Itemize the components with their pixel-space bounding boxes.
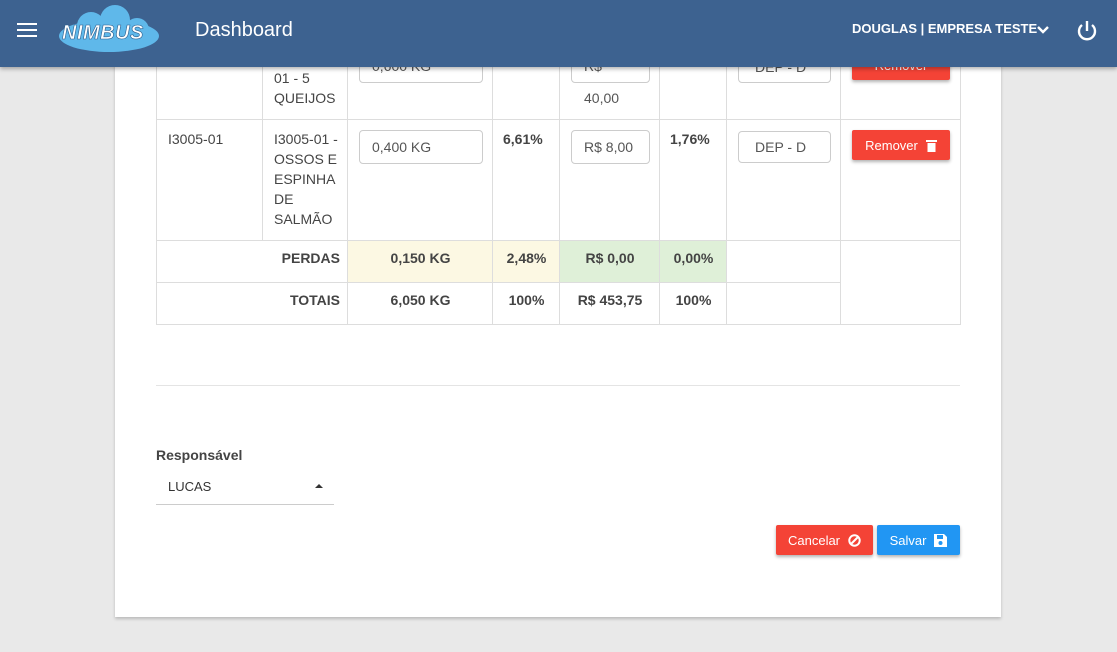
cell <box>727 241 841 283</box>
cell <box>560 120 660 241</box>
logo-text: NIMBUS <box>62 22 144 45</box>
item-code: I3005-01 <box>168 131 224 147</box>
quantity-input[interactable]: 0,400 KG <box>359 130 483 164</box>
quantity-percent: 6,61% <box>503 131 543 147</box>
totals-value-percent: 100% <box>675 292 712 308</box>
cell <box>727 40 841 120</box>
cell <box>263 40 348 120</box>
menu-button[interactable] <box>17 22 37 38</box>
totals-value: R$ 453,75 <box>577 292 643 308</box>
cell <box>841 241 961 325</box>
user-dropdown[interactable] <box>1036 25 1050 35</box>
cell <box>493 241 560 283</box>
cancel-label: Cancelar <box>787 532 841 548</box>
cell <box>660 283 727 325</box>
save-button[interactable]: Salvar <box>877 525 960 555</box>
totals-quantity-percent: 100% <box>508 292 545 308</box>
cell <box>493 40 560 120</box>
cell <box>660 120 727 241</box>
select-caret <box>315 484 323 488</box>
cell <box>560 40 660 120</box>
item-description: 01 - 5 QUEIJOS <box>274 70 336 106</box>
losses-quantity-percent: 2,48% <box>506 250 547 266</box>
remove-label: Remover <box>865 137 918 153</box>
cell <box>263 120 348 241</box>
top-bar: NIMBUS Dashboard DOUGLAS | EMPRESA TESTE <box>0 0 1117 67</box>
save-label: Salvar <box>889 532 927 548</box>
totals-quantity: 6,050 KG <box>390 292 451 308</box>
value-percent: 1,76% <box>670 131 710 147</box>
save-icon <box>934 533 948 547</box>
losses-value-percent: 0,00% <box>673 250 714 266</box>
losses-quantity: 0,150 KG <box>390 250 451 266</box>
cell <box>560 241 660 283</box>
cell <box>157 241 348 283</box>
cell <box>727 120 841 241</box>
remove-button[interactable]: Remover <box>852 130 950 160</box>
cell <box>157 283 348 325</box>
cell <box>157 40 263 120</box>
losses-label: PERDAS <box>281 250 340 266</box>
cell <box>560 283 660 325</box>
divider <box>156 385 960 386</box>
cell <box>727 283 841 325</box>
cell <box>841 40 961 120</box>
cell <box>348 241 493 283</box>
cell <box>348 40 493 120</box>
deposit-select[interactable]: DEP - D <box>738 131 831 163</box>
cell <box>660 241 727 283</box>
items-table: 01 - 5 QUEIJOS 0,600 KG R$ 40,00 DEP - D… <box>156 40 961 325</box>
cell <box>348 283 493 325</box>
item-description: I3005-01 - OSSOS E ESPINHA DE SALMÃO <box>274 131 338 227</box>
responsible-select[interactable]: LUCAS <box>156 472 334 505</box>
losses-value: R$ 0,00 <box>585 250 635 266</box>
cell <box>348 120 493 241</box>
trash-icon <box>925 139 937 152</box>
logo-cloud <box>59 5 159 52</box>
user-name[interactable]: DOUGLAS | EMPRESA TESTE <box>852 21 1038 36</box>
ban-icon <box>848 533 861 547</box>
cell <box>841 120 961 241</box>
cell <box>157 120 263 241</box>
cell <box>660 40 727 120</box>
cancel-button[interactable]: Cancelar <box>776 525 873 555</box>
responsible-value: LUCAS <box>168 479 212 494</box>
page-title: Dashboard <box>195 19 293 41</box>
cell <box>493 283 560 325</box>
totals-label: TOTAIS <box>289 292 340 308</box>
responsible-label: Responsável <box>156 447 243 463</box>
logout-button[interactable] <box>1076 20 1098 42</box>
cell <box>493 120 560 241</box>
value-input[interactable]: R$ 8,00 <box>571 130 650 164</box>
